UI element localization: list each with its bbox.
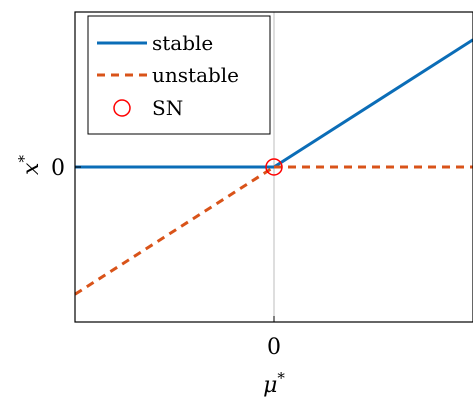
x-axis-label: μ*	[263, 369, 285, 398]
series-unstable-segment-0	[74, 165, 275, 296]
x-tick-label: 0	[267, 335, 281, 360]
legend-swatch-sn	[113, 99, 131, 117]
marker-layer	[265, 158, 283, 176]
legend-label-stable: stable	[152, 31, 213, 55]
series-layer	[74, 38, 473, 296]
legend-label-unstable: unstable	[152, 63, 239, 87]
marker-sn	[265, 158, 283, 176]
legend-label-sn: SN	[152, 96, 183, 120]
series-stable-segment-1	[273, 38, 473, 169]
y-tick-label: 0	[51, 156, 65, 181]
y-axis-label: x*	[15, 155, 44, 175]
tick-layer: 00	[51, 156, 281, 360]
legend: stable unstable SN	[87, 15, 271, 135]
